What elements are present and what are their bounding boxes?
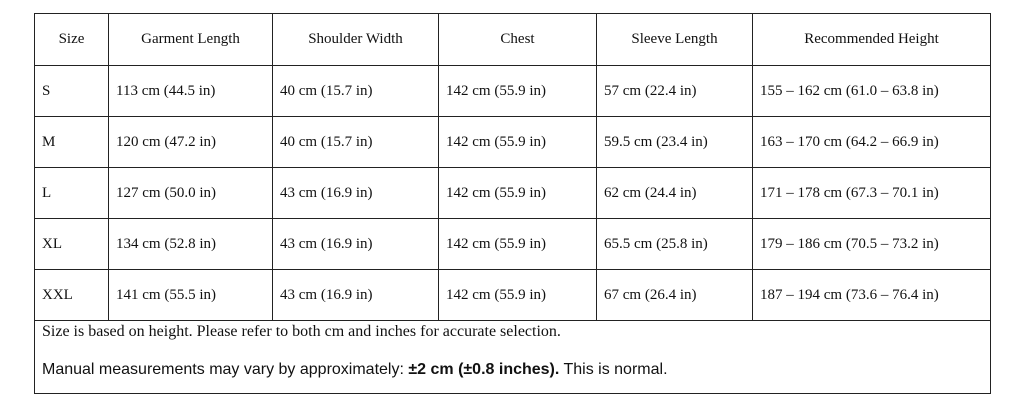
table-cell: 67 cm (26.4 in) xyxy=(596,269,753,321)
footer-cell: Size is based on height. Please refer to… xyxy=(34,320,991,394)
table-row: XL 134 cm (52.8 in) 43 cm (16.9 in) 142 cm … xyxy=(34,218,991,270)
table-cell: M xyxy=(34,116,109,168)
table-cell: 57 cm (22.4 in) xyxy=(596,65,753,117)
header-cell: Sleeve Length xyxy=(596,13,753,66)
header-cell: Shoulder Width xyxy=(272,13,439,66)
table-cell: XXL xyxy=(34,269,109,321)
footer-row: Size is based on height. Please refer to… xyxy=(34,320,991,394)
table-cell: 134 cm (52.8 in) xyxy=(108,218,273,270)
table-cell: 179 – 186 cm (70.5 – 73.2 in) xyxy=(752,218,991,270)
note: Size is based on height. Please refer to… xyxy=(42,323,561,340)
disclaimer-text: This is normal. xyxy=(563,361,668,378)
table-cell: 171 – 178 cm (67.3 – 70.1 in) xyxy=(752,167,991,219)
table-row: M 120 cm (47.2 in) 40 cm (15.7 in) 142 cm (… xyxy=(34,116,991,168)
table-cell: 142 cm (55.9 in) xyxy=(438,269,597,321)
table-cell: 113 cm (44.5 in) xyxy=(108,65,273,117)
table-cell: 65.5 cm (25.8 in) xyxy=(596,218,753,270)
table-cell: 142 cm (55.9 in) xyxy=(438,218,597,270)
table-cell: 62 cm (24.4 in) xyxy=(596,167,753,219)
table-cell: 59.5 cm (23.4 in) xyxy=(596,116,753,168)
table-cell: 127 cm (50.0 in) xyxy=(108,167,273,219)
header-cell: Size xyxy=(34,13,109,66)
table-cell: 142 cm (55.9 in) xyxy=(438,65,597,117)
disclaimer: Manual measurements may vary by approxim… xyxy=(42,361,990,379)
table-cell: 142 cm (55.9 in) xyxy=(438,116,597,168)
table-cell: 155 – 162 cm (61.0 – 63.8 in) xyxy=(752,65,991,117)
table-cell: L xyxy=(34,167,109,219)
table-cell: 40 cm (15.7 in) xyxy=(272,65,439,117)
table-cell: 120 cm (47.2 in) xyxy=(108,116,273,168)
table-cell: 43 cm (16.9 in) xyxy=(272,218,439,270)
table-body: S 113 cm (44.5 in) 40 cm (15.7 in) 142 cm (… xyxy=(34,65,991,394)
table-row: XXL 141 cm (55.5 in) 43 cm (16.9 in) 142 cm… xyxy=(34,269,991,321)
header-cell: Chest xyxy=(438,13,597,66)
table-row: S 113 cm (44.5 in) 40 cm (15.7 in) 142 cm (… xyxy=(34,65,991,117)
table-cell: 43 cm (16.9 in) xyxy=(272,269,439,321)
table-cell: XL xyxy=(34,218,109,270)
table-cell: 142 cm (55.9 in) xyxy=(438,167,597,219)
table-cell: 163 – 170 cm (64.2 – 66.9 in) xyxy=(752,116,991,168)
table-row: L 127 cm (50.0 in) 43 cm (16.9 in) 142 cm (… xyxy=(34,167,991,219)
table-cell: 40 cm (15.7 in) xyxy=(272,116,439,168)
header-cell: Garment Length xyxy=(108,13,273,66)
table-cell: 187 – 194 cm (73.6 – 76.4 in) xyxy=(752,269,991,321)
table-cell: 141 cm (55.5 in) xyxy=(108,269,273,321)
disclaimer-bold: ±2 cm (±0.8 inches). xyxy=(408,361,560,378)
header-row: Size Garment Length Shoulder Width Chest Sle… xyxy=(34,13,991,66)
size-table: Size Garment Length Shoulder Width Chest Sle… xyxy=(34,13,991,394)
disclaimer-text: Manual measurements may vary by approxim… xyxy=(42,361,404,378)
header-cell: Recommended Height xyxy=(752,13,991,66)
table-cell: 43 cm (16.9 in) xyxy=(272,167,439,219)
table-cell: S xyxy=(34,65,109,117)
